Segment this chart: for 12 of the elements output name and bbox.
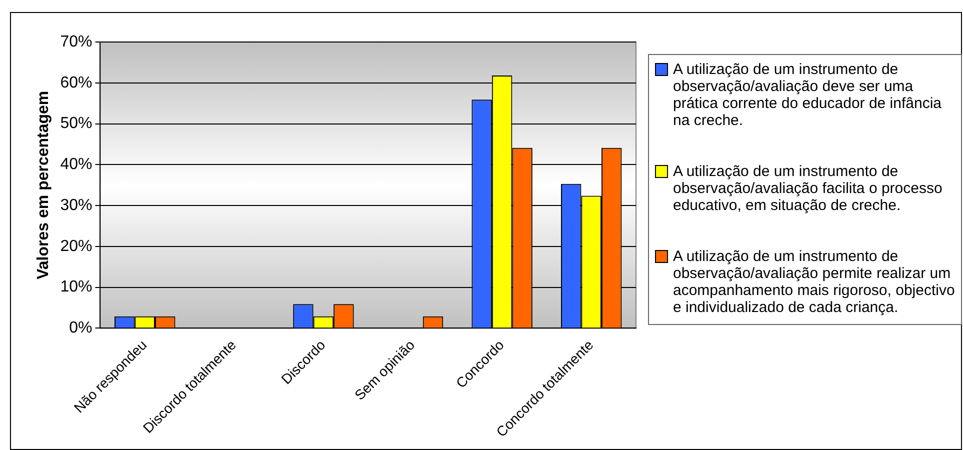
y-tick-label: 70% bbox=[60, 33, 92, 50]
y-tick-label: 50% bbox=[60, 115, 92, 132]
legend-label: A utilização de um instrumento de observação/avaliação deve ser uma prática corrente do educador de infância na creche. bbox=[673, 61, 943, 129]
y-tick-label: 20% bbox=[60, 238, 92, 255]
y-tick-label: 10% bbox=[60, 278, 92, 296]
y-tick-label: 40% bbox=[60, 156, 92, 174]
legend-label: A utilização de um instrumento de observação/avaliação facilita o processo educativo, em situação de creche. bbox=[673, 163, 944, 214]
y-tick-label: 30% bbox=[60, 196, 92, 214]
y-tick-label: 0% bbox=[69, 320, 92, 337]
y-axis-title: Valores em percentagem bbox=[35, 90, 52, 280]
legend-label: A utilização de um instrumento de observação/avaliação permite realizar um acompanhamento mais rigoroso, objectivo e individualizado de cada criança. bbox=[673, 248, 955, 316]
y-tick-label: 60% bbox=[60, 74, 92, 92]
